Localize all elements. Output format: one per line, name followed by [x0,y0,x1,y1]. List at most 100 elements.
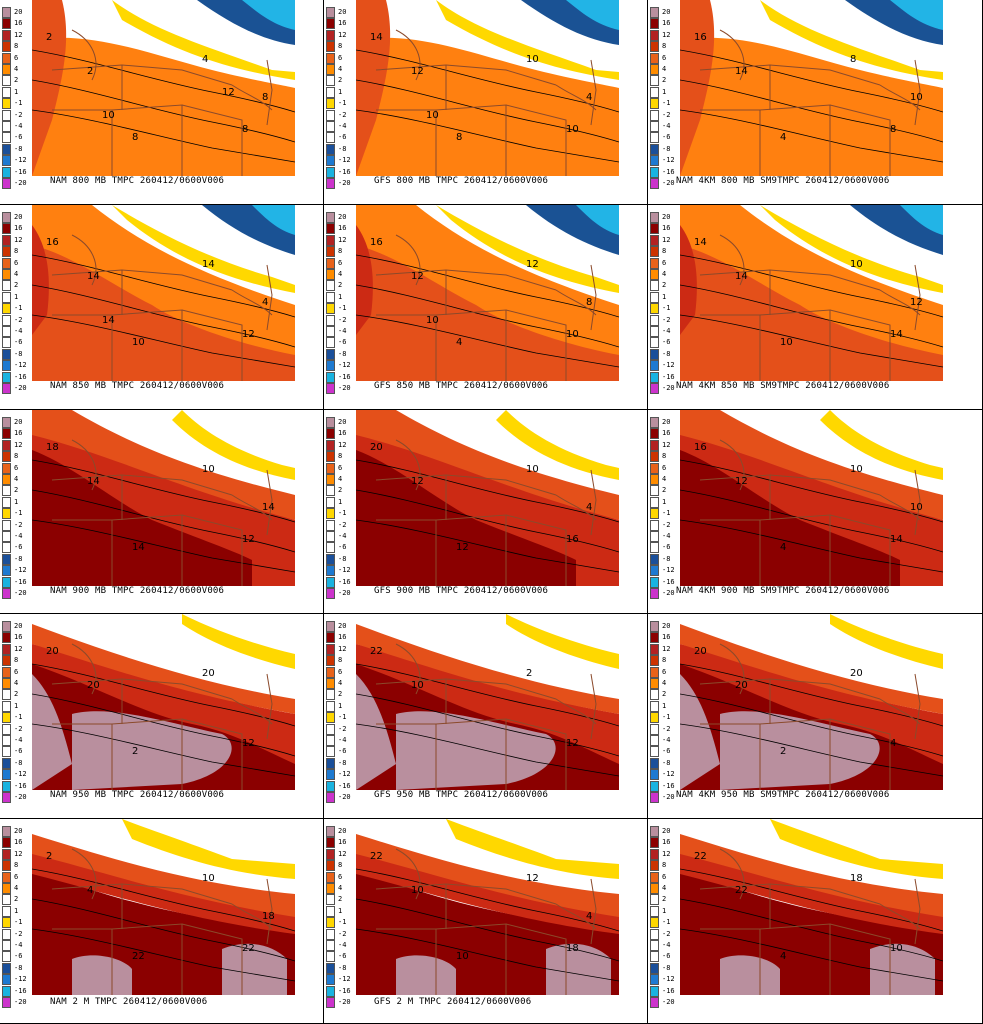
isotherm-label: 10 [566,329,579,340]
legend-swatch [650,621,659,632]
legend-swatch [326,588,335,599]
legend-label: 8 [14,452,19,461]
legend-label: 4 [14,270,19,278]
legend-swatch [2,940,11,951]
legend-swatch [2,576,11,588]
legend-swatch [650,462,659,474]
legend-label: 20 [338,418,347,426]
temperature-map: 20 12 10 16 12 4 [356,410,619,586]
legend-swatch [326,905,335,917]
legend-label: -6 [338,747,347,756]
legend-label: 20 [338,213,347,221]
legend-swatch [2,41,11,53]
legend-label: 16 [338,224,347,233]
isotherm-label: 18 [46,442,59,453]
state-boundary [590,469,597,536]
legend-label: -20 [662,589,675,597]
legend-label: -4 [662,941,671,949]
map-panel: 20 16 12 8 6 4 2 1 -1 -2 -4 -6 -8 -12 -16 -20 20 20 20 4 2 NA… [648,614,983,819]
legend-swatch [326,655,335,667]
legend-label: -1 [662,99,671,108]
isotherm-line [680,79,943,143]
isotherm-label: 10 [910,502,923,513]
state-boundary [719,29,745,81]
state-boundary [719,848,745,900]
legend-swatch [326,632,335,644]
legend-swatch [650,985,659,997]
legend-label: 4 [662,679,667,687]
legend-label: 4 [338,65,343,73]
legend-swatch [650,257,659,269]
legend-label: 4 [338,270,343,278]
legend-label: 20 [14,213,23,221]
temperature-band [770,819,943,879]
legend-label: -4 [662,532,671,540]
legend-swatch [2,678,11,689]
legend-label: 4 [14,65,19,73]
legend-label: 12 [14,235,23,244]
legend-label: -8 [662,758,671,767]
legend-label: 20 [662,418,671,426]
legend-label: 2 [14,690,19,699]
isotherm-label: 10 [202,464,215,475]
legend-label: -20 [662,384,675,392]
legend-swatch [2,234,11,246]
map-panel: 20 16 12 8 6 4 2 1 -1 -2 -4 -6 -8 -12 -16 -20 16 12 12 10 4 8… [324,205,648,410]
legend-label: 20 [14,827,23,835]
state-boundary [71,643,97,695]
legend-swatch [326,18,335,30]
isotherm-line [356,693,619,757]
legend-swatch [650,41,659,53]
legend-swatch [326,542,335,554]
legend-swatch [650,689,659,701]
legend-label: -12 [14,566,27,575]
legend-label: -16 [338,372,351,381]
isotherm-line [356,489,619,553]
legend-swatch [2,837,11,849]
legend-label: -12 [14,156,27,165]
legend-swatch [326,360,335,372]
legend-label: 2 [662,895,667,904]
legend-label: 12 [338,440,347,449]
state-boundary [914,878,921,945]
state-boundary [395,848,421,900]
legend-swatch [2,360,11,372]
state-boundary [829,514,891,586]
legend-swatch [326,496,335,508]
temperature-band [356,205,619,355]
legend-swatch [650,234,659,246]
legend-swatch [650,531,659,542]
legend-swatch [2,337,11,349]
isotherm-label: 20 [46,646,59,657]
temperature-band [356,37,619,176]
legend-swatch [2,723,11,735]
map-panel: 20 16 12 8 6 4 2 1 -1 -2 -4 -6 -8 -12 -16 -20 2 4 10 22 22 18… [0,819,324,1024]
map-panel: 20 16 12 8 6 4 2 1 -1 -2 -4 -6 -8 -12 -16 -20 22 10 12 18 10… [324,819,648,1024]
legend-swatch [326,974,335,986]
legend-label: 12 [662,235,671,244]
legend-swatch [650,428,659,440]
legend-swatch [650,951,659,963]
legend-swatch [2,326,11,337]
legend-swatch [2,121,11,132]
legend-swatch [326,109,335,121]
legend-swatch [326,678,335,689]
legend-label: 20 [662,213,671,221]
temperature-map: 16 14 14 12 10 4 14 [32,205,295,381]
map-panel: 20 16 12 8 6 4 2 1 -1 -2 -4 -6 -8 -12 -16 -20 20 20 20 12 2 N… [0,614,324,819]
temperature-map: 2 4 10 22 22 18 [32,819,295,995]
legend-label: -20 [14,998,27,1006]
panel-caption: GFS 900 MB TMPC 260412/0600V006 [374,586,549,596]
legend-swatch [326,451,335,463]
legend-label: -20 [662,793,675,801]
legend-swatch [326,553,335,565]
legend-swatch [650,246,659,258]
isotherm-label: 12 [910,297,923,308]
legend-swatch [650,166,659,178]
legend-swatch [650,75,659,87]
legend-swatch [326,837,335,849]
legend-swatch [650,757,659,769]
legend-label: 4 [14,475,19,483]
legend-label: -6 [662,338,671,347]
legend-label: 1 [338,292,343,301]
